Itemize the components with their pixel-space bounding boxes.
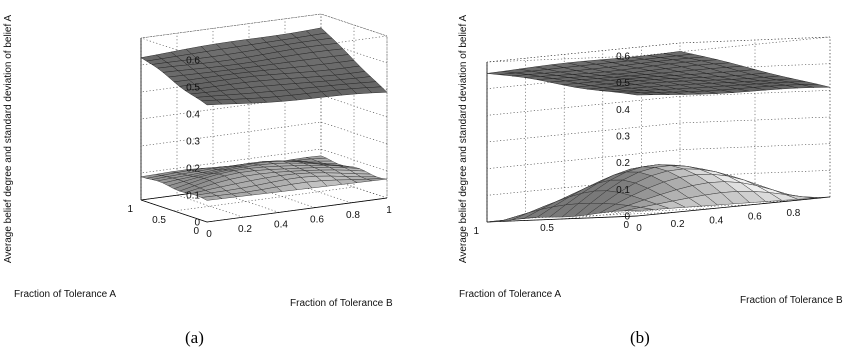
- series-upper-surface: [140, 27, 388, 106]
- grid-line: [140, 121, 388, 147]
- x-axis-label: Fraction of Tolerance A: [14, 289, 116, 300]
- y-tick-label: 1: [386, 205, 392, 216]
- axis-labels: Average belief degree and standard devia…: [458, 15, 843, 306]
- z-tick-label: 0: [624, 212, 630, 223]
- series-upper-surface: [486, 51, 831, 96]
- z-tick-label: 0.4: [616, 105, 630, 116]
- y-tick-label: 0.8: [786, 208, 800, 219]
- grid-line: [206, 36, 388, 223]
- tick-labels: 0 0.1 0.2 0.3 0.4 0.5 0.6 0 0.5 1 0 0.2 0.4 0.6 0.8: [473, 52, 800, 238]
- grid-line: [140, 148, 388, 174]
- series-lower-surface: [140, 155, 388, 201]
- z-tick-label: 0.2: [616, 158, 630, 169]
- z-axis-label: Average belief degree and standard devia…: [458, 15, 469, 264]
- z-tick-label: 0.6: [616, 52, 630, 63]
- tick-labels: 0 0.1 0.2 0.3 0.4 0.5 0.6 0 0.5 1 0 0.2 0.4 0.6 0.8 1: [127, 56, 392, 241]
- y-tick-label: 0: [206, 229, 212, 240]
- y-tick-label: 0.6: [310, 215, 324, 226]
- grid-line: [486, 36, 831, 63]
- z-tick-label: 0.6: [186, 56, 200, 67]
- x-tick-label: 0.5: [540, 223, 554, 234]
- grid-line: [176, 33, 244, 218]
- y-tick-label: 0.2: [671, 219, 685, 230]
- surface-patch: [200, 195, 223, 201]
- x-tick-label: 0.5: [152, 215, 166, 226]
- axis-line: [486, 215, 638, 223]
- axis-line: [206, 197, 388, 223]
- z-axis-label: Average belief degree and standard devia…: [3, 15, 14, 264]
- y-tick-label: 0.6: [748, 212, 762, 223]
- axis-labels: Average belief degree and standard devia…: [3, 15, 393, 309]
- grid-line: [140, 94, 388, 120]
- grid-line: [486, 116, 831, 143]
- y-tick-label: 0.2: [238, 224, 252, 235]
- z-tick-label: 0: [194, 218, 200, 229]
- x-tick-label: 1: [127, 204, 133, 215]
- grid-line: [140, 13, 388, 39]
- z-tick-label: 0.3: [186, 137, 200, 148]
- axis-line: [636, 196, 831, 217]
- y-tick-label: 0.8: [346, 210, 360, 221]
- z-tick-label: 0.5: [616, 78, 630, 89]
- panel-caption: (a): [185, 328, 204, 347]
- series-lower-surface: [486, 164, 831, 223]
- x-tick-label: 1: [473, 226, 479, 237]
- y-tick-label: 0.4: [274, 219, 288, 230]
- panel-b: 0 0.1 0.2 0.3 0.4 0.5 0.6 0 0.5 1 0 0.2 0.4 0.6 0.8 Ave…: [458, 15, 843, 347]
- surface-patch: [200, 99, 223, 106]
- panel-caption: (b): [630, 328, 650, 347]
- z-tick-label: 0.1: [186, 191, 200, 202]
- z-tick-label: 0.5: [186, 83, 200, 94]
- panel-a: 0 0.1 0.2 0.3 0.4 0.5 0.6 0 0.5 1 0 0.2 0.4 0.6 0.8 1 Av…: [3, 13, 393, 347]
- x-axis-label: Fraction of Tolerance A: [459, 289, 561, 300]
- grid-line: [486, 143, 831, 169]
- surface-patch: [624, 92, 654, 96]
- y-tick-label: 0: [636, 223, 642, 234]
- grid-line: [140, 13, 388, 61]
- y-tick-label: 0.4: [709, 215, 723, 226]
- grid-line: [486, 90, 831, 116]
- z-tick-label: 0.3: [616, 132, 630, 143]
- surface-patch: [624, 207, 654, 212]
- x-tick-label: 0: [623, 220, 629, 231]
- y-axis-label: Fraction of Tolerance B: [740, 295, 843, 306]
- z-tick-label: 0.4: [186, 110, 200, 121]
- z-tick-label: 0.2: [186, 164, 200, 175]
- x-tick-label: 0: [193, 226, 199, 237]
- axis-line: [140, 199, 208, 223]
- z-tick-label: 0.1: [616, 185, 630, 196]
- y-axis-label: Fraction of Tolerance B: [290, 298, 393, 309]
